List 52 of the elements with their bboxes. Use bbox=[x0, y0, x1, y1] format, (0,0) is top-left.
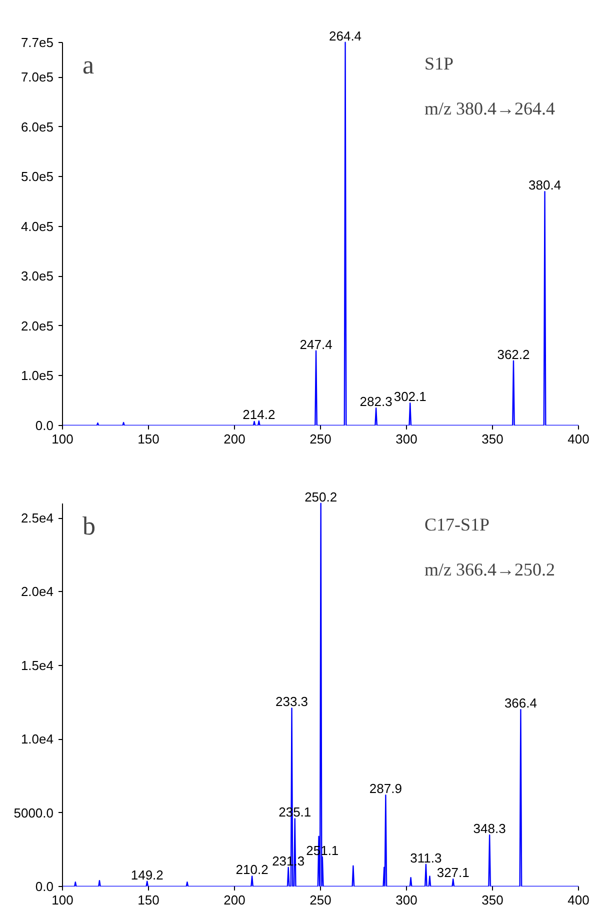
x-tick-label: 350 bbox=[482, 892, 504, 908]
y-tick-label: 0.0 bbox=[35, 879, 54, 894]
x-tick-label: 150 bbox=[138, 432, 160, 446]
annotation: 362.2 bbox=[497, 346, 530, 362]
annotation: m/z 366.4→250.2 bbox=[424, 560, 555, 580]
y-tick-label: 2.0e5 bbox=[20, 318, 54, 334]
y-tick-label: 5.0e5 bbox=[20, 169, 54, 184]
annotation: 264.4 bbox=[329, 28, 362, 44]
y-tick-label: 4.0e5 bbox=[20, 218, 54, 234]
annotation: m/z 380.4→264.4 bbox=[424, 98, 555, 118]
y-tick-label: 7.0e5 bbox=[20, 70, 54, 85]
annotation: 210.2 bbox=[236, 862, 268, 878]
x-tick-label: 250 bbox=[310, 432, 332, 446]
annotation: 149.2 bbox=[130, 867, 164, 882]
x-tick-label: 100 bbox=[52, 432, 74, 446]
y-tick-label: 0.0 bbox=[35, 418, 54, 433]
x-tick-label: 400 bbox=[568, 892, 590, 908]
x-tick-label: 250 bbox=[310, 892, 332, 908]
y-tick-label: 6.0e5 bbox=[20, 119, 54, 134]
x-tick-label: 200 bbox=[224, 432, 246, 446]
y-tick-label: 1.0e5 bbox=[20, 368, 54, 384]
annotation: 282.3 bbox=[360, 394, 392, 410]
annotation: 311.3 bbox=[410, 850, 442, 866]
annotation: b bbox=[82, 512, 96, 540]
annotation: 380.4 bbox=[528, 178, 562, 193]
annotation: 214.2 bbox=[242, 407, 276, 422]
annotation: 366.4 bbox=[504, 696, 537, 711]
annotation: 302.1 bbox=[394, 389, 426, 404]
annotation: 348.3 bbox=[473, 820, 506, 836]
annotation: a bbox=[82, 50, 94, 80]
line-series bbox=[62, 502, 578, 886]
y-tick-label: 2.0e4 bbox=[20, 584, 54, 600]
annotation: 233.3 bbox=[276, 694, 308, 710]
annotation: 287.9 bbox=[369, 781, 402, 796]
x-tick-label: 350 bbox=[482, 432, 504, 446]
x-tick-label: 100 bbox=[52, 892, 74, 908]
x-tick-label: 200 bbox=[224, 892, 246, 908]
y-tick-label: 3.0e5 bbox=[20, 268, 54, 284]
annotation: C17-S1P bbox=[424, 514, 490, 534]
annotation: S1P bbox=[424, 54, 454, 74]
x-tick-label: 400 bbox=[568, 432, 590, 446]
y-tick-label: 1.5e4 bbox=[20, 658, 54, 673]
annotation: 250.2 bbox=[304, 489, 338, 504]
y-tick-label: 5000.0 bbox=[14, 805, 54, 820]
y-tick-label: 1.0e4 bbox=[20, 732, 54, 747]
x-tick-label: 300 bbox=[396, 892, 418, 908]
annotation: 327.1 bbox=[436, 865, 470, 880]
y-tick-label: 2.5e4 bbox=[20, 510, 54, 526]
annotation: 247.4 bbox=[300, 336, 332, 352]
x-tick-label: 150 bbox=[138, 892, 160, 908]
x-tick-label: 300 bbox=[396, 432, 418, 446]
y-tick-label: 7.7e5 bbox=[20, 34, 54, 50]
